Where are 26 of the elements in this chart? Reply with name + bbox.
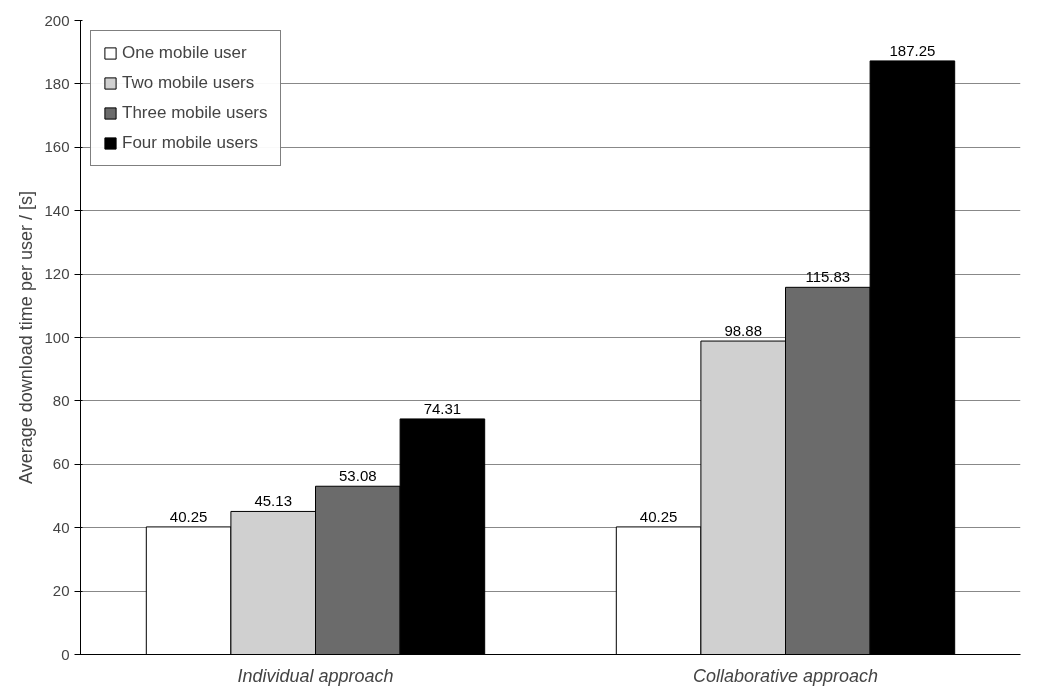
legend-label: Two mobile users — [122, 73, 255, 93]
y-tick-label: 60 — [52, 455, 70, 473]
data-label: 115.83 — [805, 268, 851, 286]
data-label: 74.31 — [423, 399, 462, 417]
data-label: 45.13 — [254, 492, 292, 510]
data-label: 40.25 — [639, 507, 678, 525]
y-tick-label: 180 — [44, 74, 70, 92]
y-tick-label: 200 — [44, 11, 70, 29]
legend-label: Four mobile users — [122, 133, 259, 153]
y-tick-label: 40 — [52, 518, 70, 536]
y-tick-label: 120 — [44, 265, 70, 283]
y-tick-label: 160 — [44, 138, 70, 156]
y-tick-label: 140 — [44, 201, 70, 219]
y-tick-label: 80 — [52, 391, 70, 409]
y-tick-label: 20 — [52, 582, 70, 600]
y-tick-label: 0 — [61, 645, 70, 663]
data-label: 40.25 — [169, 507, 208, 525]
legend-label: One mobile user — [122, 43, 247, 63]
legend-label: Three mobile users — [122, 103, 268, 123]
x-tick-label: Individual approach — [237, 665, 394, 686]
data-label: 98.88 — [724, 322, 762, 340]
x-tick-label: Collaborative approach — [692, 665, 879, 686]
data-label: 53.08 — [339, 467, 377, 485]
data-label: 187.25 — [889, 41, 936, 59]
y-tick-label: 100 — [44, 328, 70, 346]
y-axis-title: Average download time per user / [s] — [16, 191, 37, 484]
